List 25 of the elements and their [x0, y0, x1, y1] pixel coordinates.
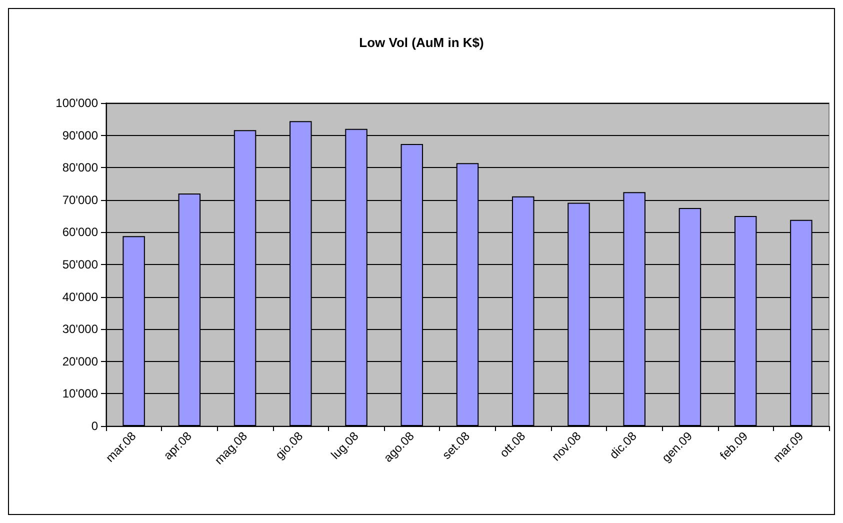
bar — [734, 216, 757, 426]
bar — [400, 144, 424, 426]
y-tick-label: 60'000 — [62, 225, 98, 240]
bar — [290, 121, 312, 426]
bar — [678, 208, 702, 426]
y-tick-label: 50'000 — [62, 258, 98, 272]
y-tick-label: 20'000 — [62, 354, 98, 368]
bar — [623, 192, 646, 426]
bar — [122, 236, 145, 426]
y-tick-label: 10'000 — [62, 386, 98, 401]
bar — [178, 193, 201, 426]
y-tick-label: 0 — [91, 419, 98, 433]
y-tick-label: 70'000 — [62, 192, 98, 207]
bar — [456, 163, 479, 426]
y-tick-label: 100'000 — [56, 96, 98, 110]
bar — [790, 220, 812, 426]
chart-title: Low Vol (AuM in K$) — [359, 35, 484, 50]
y-tick-label: 40'000 — [62, 290, 98, 304]
bar — [234, 130, 256, 426]
y-tick-label: 90'000 — [62, 128, 98, 142]
bar — [345, 128, 368, 426]
bar — [568, 202, 590, 426]
y-tick-label: 30'000 — [62, 322, 98, 336]
bar — [512, 196, 534, 426]
y-tick-label: 80'000 — [62, 160, 98, 175]
